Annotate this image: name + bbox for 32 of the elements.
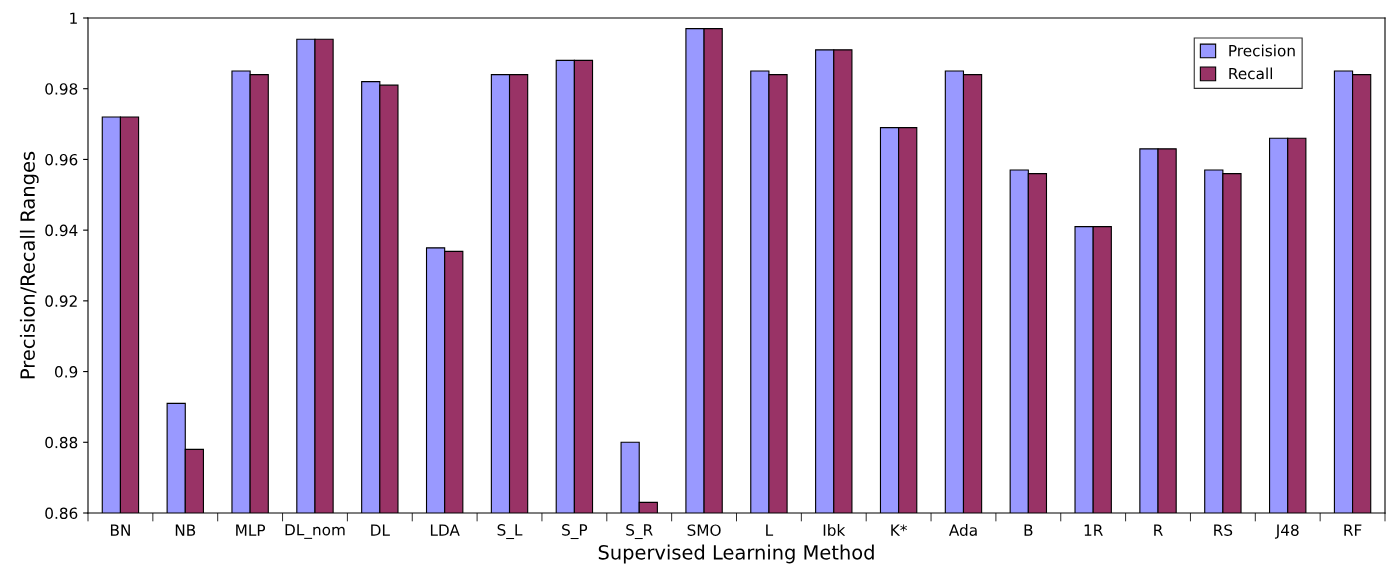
y-tick-label: 1 <box>70 12 77 24</box>
x-tick-label: Ibk <box>823 524 846 536</box>
x-tick-label: S_R <box>626 524 653 540</box>
x-tick-label: DL <box>371 524 390 536</box>
y-tick-label: 0.88 <box>45 436 78 449</box>
x-tick-label: Ada <box>948 524 977 536</box>
x-tick-label: J48 <box>1274 524 1299 539</box>
y-tick-label: 0.94 <box>45 224 78 237</box>
x-tick-label: BN <box>110 524 130 536</box>
legend-label: Recall <box>1229 67 1273 80</box>
x-tick-label: RS <box>1214 524 1233 536</box>
y-tick-label: 0.96 <box>45 153 78 166</box>
x-tick-label: 1R <box>1084 524 1103 536</box>
x-tick-label: RF <box>1344 524 1362 536</box>
x-tick-label: R <box>1154 524 1163 536</box>
x-tick-label: LDA <box>430 524 460 536</box>
x-tick-label: S_L <box>497 524 523 540</box>
y-tick-label: 0.92 <box>45 295 77 307</box>
x-tick-label: DL_nom <box>285 524 345 539</box>
y-tick-label: 0.86 <box>45 507 78 520</box>
x-axis-title: Supervised Learning Method <box>598 544 874 564</box>
x-tick-label: L <box>766 524 774 536</box>
legend-label: Precision <box>1229 44 1295 57</box>
x-tick-label: B <box>1024 524 1033 536</box>
y-axis-title: Precision/Recall Ranges <box>19 151 39 379</box>
x-tick-label: S_P <box>562 524 588 540</box>
x-tick-label: MLP <box>236 524 266 536</box>
x-tick-label: NB <box>175 524 196 536</box>
y-tick-label: 0.98 <box>45 83 78 95</box>
x-tick-label: SMO <box>687 524 721 536</box>
x-tick-label: K* <box>891 524 907 536</box>
y-tick-label: 0.9 <box>54 366 78 378</box>
